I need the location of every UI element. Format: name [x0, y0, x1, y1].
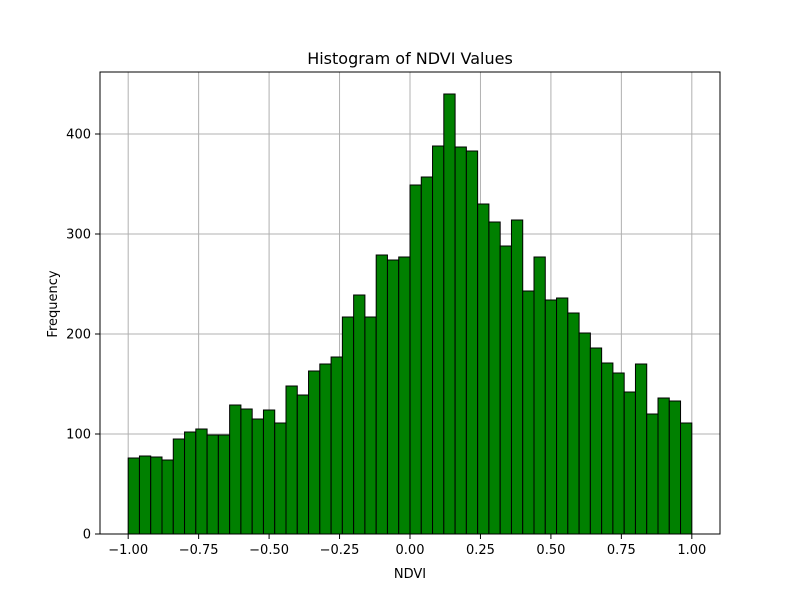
histogram-bar [533, 256, 546, 535]
x-axis-ticks: −1.00 −0.75 −0.50 −0.25 0.00 0.25 0.50 0.75 1.00 [108, 534, 706, 558]
histogram-bar [150, 456, 163, 535]
x-tick-label: 0.50 [536, 543, 565, 558]
histogram-bar [217, 434, 231, 535]
histogram-bar [375, 254, 388, 535]
histogram-bar [646, 413, 659, 535]
histogram-bar [161, 459, 174, 535]
histogram-bar [668, 400, 682, 535]
y-axis-label: Frequency [46, 270, 61, 337]
histogram-bar [274, 422, 287, 535]
histogram-bar [398, 256, 411, 535]
x-tick-label: −0.75 [179, 543, 219, 558]
histogram-bar [510, 219, 524, 535]
y-tick-label: 200 [66, 328, 91, 343]
histogram-bar [601, 362, 614, 535]
histogram-bar [443, 93, 456, 535]
histogram-bar [409, 184, 422, 535]
histogram-bar [308, 370, 321, 535]
histogram-bar [499, 245, 512, 535]
histogram-bar [285, 385, 298, 535]
histogram-bar [341, 316, 355, 535]
histogram-bars [127, 93, 693, 535]
histogram-bar [477, 203, 490, 535]
x-tick-label: −0.25 [320, 543, 360, 558]
histogram-bar [240, 408, 253, 535]
x-axis-label: NDVI [394, 567, 426, 582]
histogram-bar [229, 404, 242, 535]
histogram-bar [319, 363, 332, 535]
histogram-bar [138, 455, 152, 535]
x-tick-label: 0.00 [396, 543, 425, 558]
histogram-bar [544, 299, 558, 535]
chart-title: Histogram of NDVI Values [307, 49, 513, 68]
histogram-bar [657, 397, 670, 535]
x-tick-label: 1.00 [677, 543, 706, 558]
histogram-bar [567, 312, 580, 535]
y-tick-label: 100 [66, 428, 91, 443]
histogram-bar [488, 221, 501, 535]
x-tick-label: 0.25 [466, 543, 495, 558]
histogram-bar [465, 150, 479, 535]
y-tick-label: 300 [66, 228, 91, 243]
histogram-bar [623, 391, 636, 535]
histogram-bar [364, 316, 377, 535]
histogram-bar [330, 356, 343, 535]
histogram-bar [386, 259, 400, 535]
histogram-bar [680, 422, 693, 535]
histogram-bar [353, 294, 366, 535]
histogram-bar [556, 297, 569, 535]
y-axis-ticks: 0 100 200 300 400 [66, 128, 100, 543]
histogram-bar [578, 332, 591, 535]
histogram-bar [184, 431, 197, 535]
histogram-bar [612, 372, 625, 535]
histogram-bar [634, 363, 648, 535]
histogram-bar [454, 146, 467, 535]
histogram-bar [296, 394, 310, 535]
histogram-bar [127, 457, 140, 535]
x-tick-label: 0.75 [607, 543, 636, 558]
histogram-bar [195, 428, 208, 535]
x-tick-label: −0.50 [249, 543, 289, 558]
histogram-bar [172, 438, 186, 535]
histogram-bar [251, 418, 264, 535]
histogram-bar [420, 176, 434, 535]
histogram-bar [522, 290, 535, 535]
y-tick-label: 0 [83, 528, 91, 543]
histogram-bar [589, 347, 603, 535]
y-tick-label: 400 [66, 128, 91, 143]
histogram-bar [206, 434, 219, 535]
histogram-bar [262, 409, 276, 535]
histogram-bar [432, 145, 445, 535]
x-tick-label: −1.00 [108, 543, 148, 558]
